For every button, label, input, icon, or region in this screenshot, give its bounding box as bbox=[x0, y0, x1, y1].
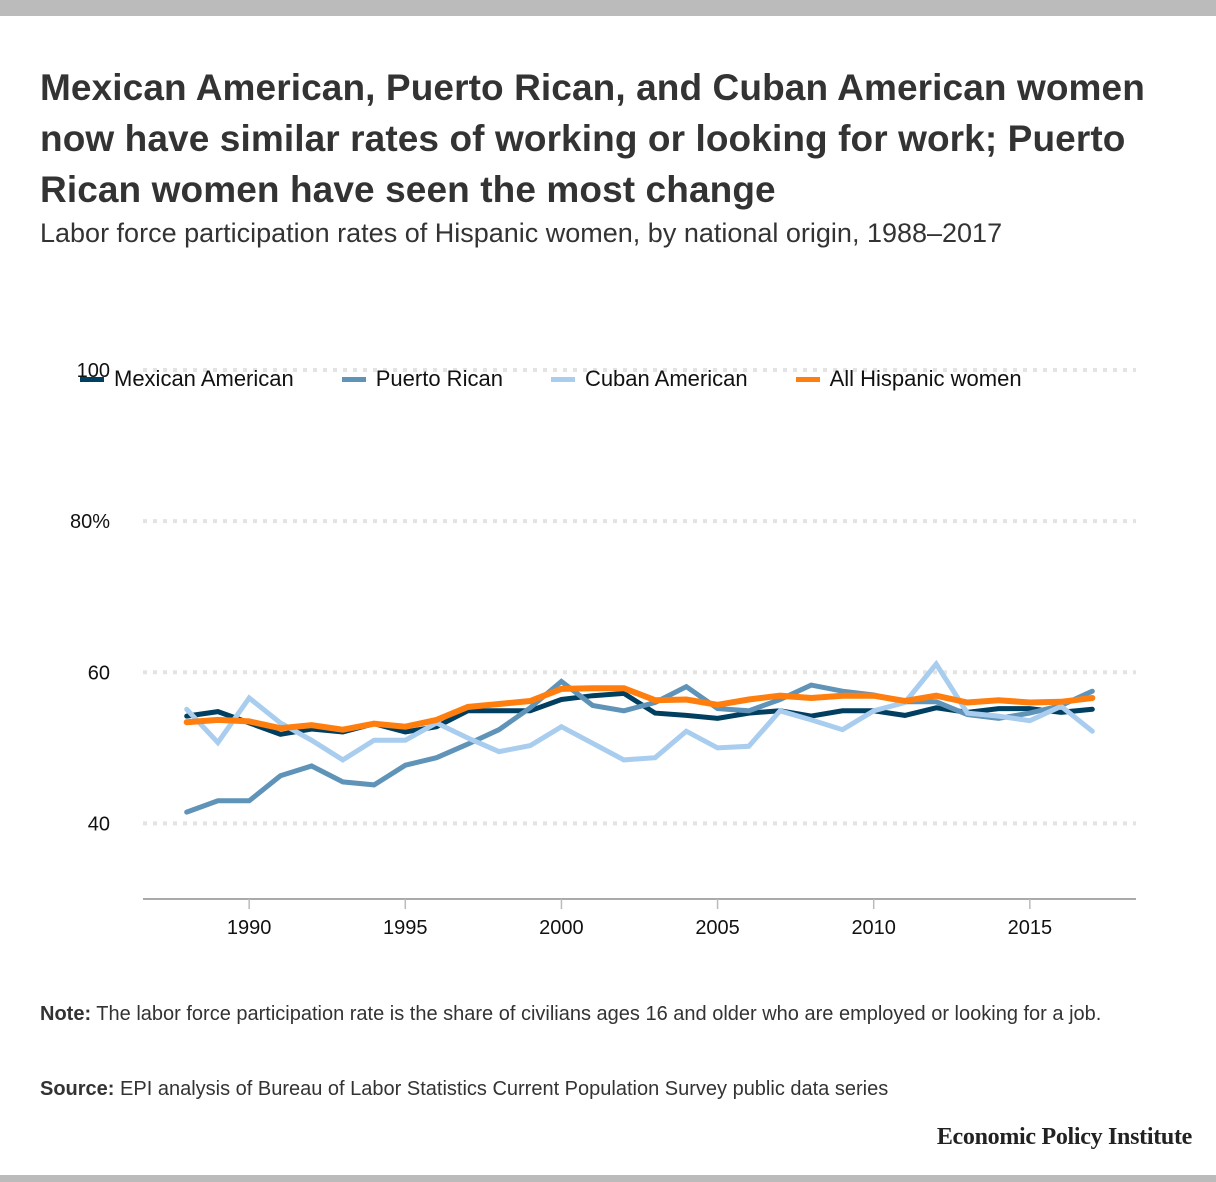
bottom-border-bar bbox=[0, 1175, 1216, 1182]
y-tick-label-60: 60 bbox=[88, 662, 110, 684]
chart-title: Mexican American, Puerto Rican, and Cuba… bbox=[40, 67, 1145, 210]
source-text: EPI analysis of Bureau of Labor Statisti… bbox=[114, 1078, 889, 1100]
x-tick-label-1995: 1995 bbox=[383, 917, 428, 939]
source-label: Source: bbox=[40, 1078, 115, 1100]
legend-label-puerto-rican: Puerto Rican bbox=[375, 366, 503, 391]
brand-logo-text: Economic Policy Institute bbox=[936, 1124, 1192, 1150]
x-tick-label-2015: 2015 bbox=[1008, 917, 1053, 939]
x-tick-label-2005: 2005 bbox=[695, 917, 740, 939]
legend-swatch-cuban-american bbox=[550, 376, 575, 382]
x-tick-label-2010: 2010 bbox=[851, 917, 896, 939]
series-line-puerto-rican bbox=[184, 678, 1095, 815]
footnote-source: Source: EPI analysis of Bureau of Labor … bbox=[40, 1073, 1180, 1105]
chart-legend: Mexican American Puerto Rican Cuban Americ… bbox=[80, 366, 1070, 392]
series-line-cuban-american bbox=[184, 659, 1095, 763]
series-line-all-hispanic-women bbox=[183, 685, 1096, 733]
y-tick-label-80: 80% bbox=[70, 511, 110, 533]
gridlines bbox=[143, 368, 1136, 826]
legend-item-puerto-rican: Puerto Rican bbox=[341, 366, 503, 392]
footnote-note: Note: The labor force participation rate… bbox=[40, 998, 1180, 1030]
x-tick-label-1990: 1990 bbox=[227, 917, 272, 939]
legend-item-mexican-american: Mexican American bbox=[80, 366, 294, 392]
x-tick-label-2000: 2000 bbox=[539, 917, 584, 939]
legend-label-all-hispanic-women: All Hispanic women bbox=[829, 366, 1022, 391]
y-tick-label-40: 40 bbox=[88, 813, 110, 835]
legend-label-mexican-american: Mexican American bbox=[114, 366, 294, 391]
legend-swatch-puerto-rican bbox=[341, 376, 366, 382]
legend-swatch-mexican-american bbox=[80, 376, 104, 382]
legend-item-cuban-american: Cuban American bbox=[550, 366, 748, 392]
legend-swatch-all-hispanic-women bbox=[795, 376, 820, 382]
legend-label-cuban-american: Cuban American bbox=[584, 366, 748, 391]
chart-subtitle: Labor force participation rates of Hispa… bbox=[40, 218, 1003, 248]
x-axis: 1990 1995 2000 2005 2010 2015 bbox=[143, 898, 1136, 939]
note-text: The labor force participation rate is th… bbox=[91, 1003, 1102, 1025]
legend-item-all-hispanic-women: All Hispanic women bbox=[795, 366, 1022, 392]
note-label: Note: bbox=[40, 1003, 92, 1025]
series-lines bbox=[183, 659, 1096, 815]
top-border-bar bbox=[0, 0, 1216, 16]
